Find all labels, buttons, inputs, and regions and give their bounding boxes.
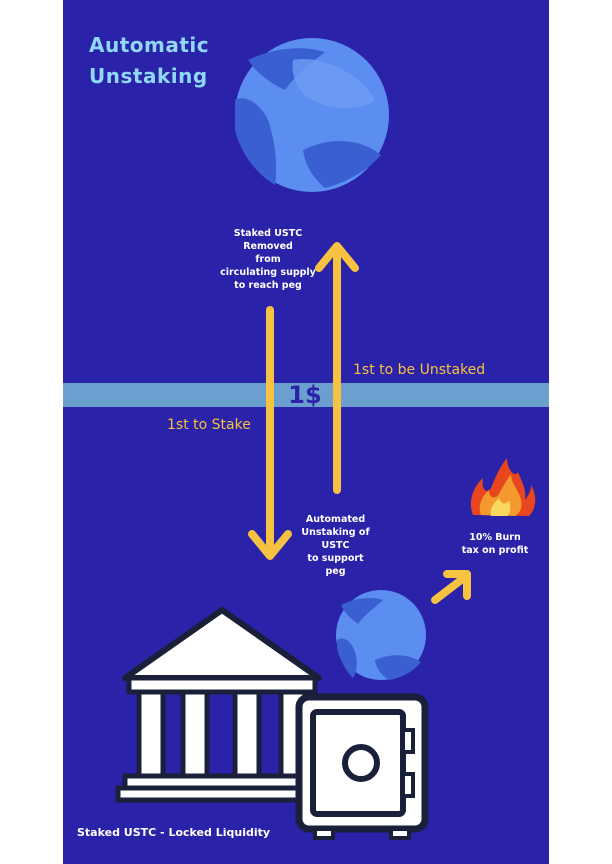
automated-unstaking-text: Automated Unstaking of USTC to support p…: [301, 514, 370, 577]
terra-coin-icon: [235, 38, 389, 192]
burn-tax-text: 10% Burn tax on profit: [461, 532, 529, 556]
infographic-panel: Automatic Unstaking: [63, 0, 549, 864]
staked-removed-text: Staked USTC Removed from circulating sup…: [220, 228, 316, 291]
title-line-1: Automatic: [89, 33, 210, 57]
terra-coin-small-icon: [336, 590, 426, 680]
bank-building-icon: [115, 607, 329, 803]
peg-label: 1$: [288, 381, 322, 409]
burn-arrow: [431, 570, 471, 604]
diagram-art: [115, 38, 536, 840]
page-title: Automatic Unstaking: [89, 30, 209, 92]
unstake-up-arrow: [315, 242, 359, 494]
first-stake-label: 1st to Stake: [167, 417, 251, 433]
first-unstaked-label: 1st to be Unstaked: [353, 362, 486, 378]
peg-band: [63, 383, 549, 407]
stake-down-arrow: [248, 306, 292, 560]
footer-label: Staked USTC - Locked Liquidity: [77, 826, 271, 839]
title-line-2: Unstaking: [89, 64, 208, 88]
fire-icon: [470, 458, 536, 516]
safe-vault-icon: [295, 693, 429, 840]
